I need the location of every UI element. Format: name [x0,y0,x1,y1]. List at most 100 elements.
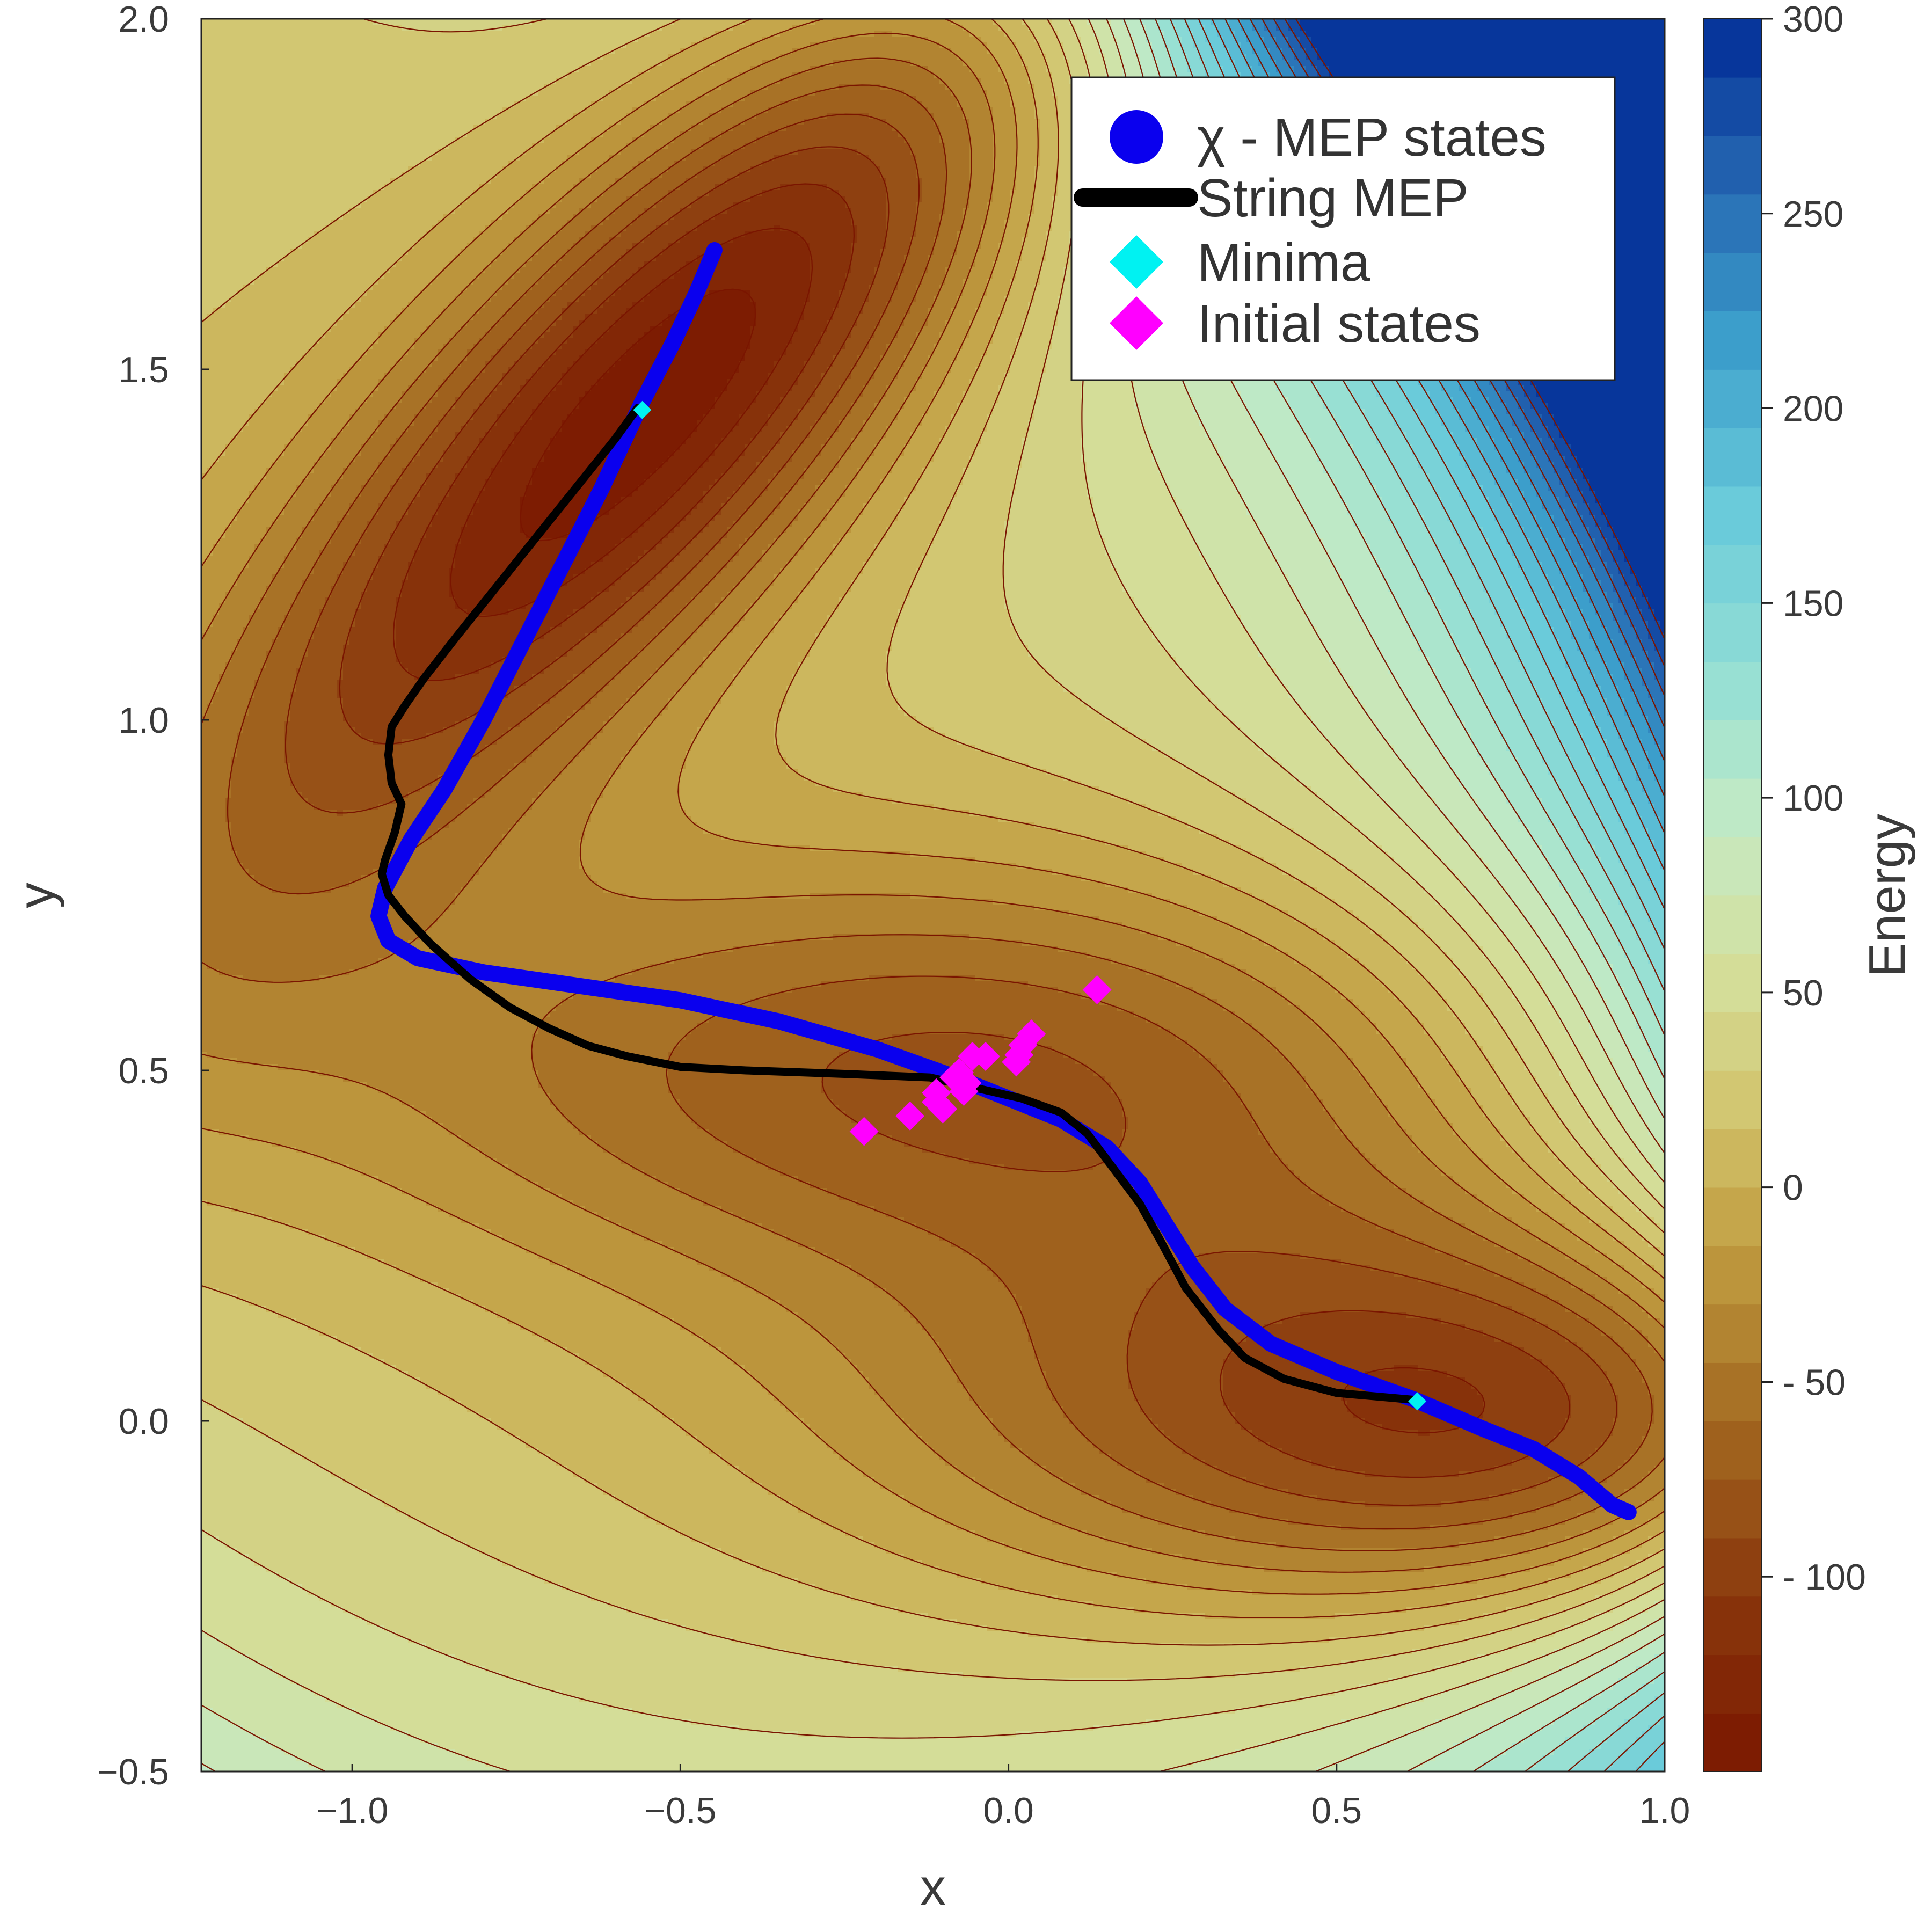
contour-cell [497,845,580,852]
contour-cell [975,314,999,320]
contour-cell [308,420,349,427]
contour-cell [969,66,999,72]
contour-cell [1412,403,1436,409]
contour-cell [886,178,922,185]
contour-cell [721,597,757,604]
contour-cell [750,296,810,303]
contour-cell [1217,60,1235,67]
contour-cell [432,225,485,232]
contour-cell [916,479,964,486]
contour-cell [532,184,574,191]
contour-cell [1193,533,1265,539]
contour-cell [1453,869,1489,876]
contour-cell [378,338,414,344]
contour-cell [987,426,1029,433]
contour-cell [1636,851,1660,858]
contour-cell [556,125,609,132]
contour-cell [479,403,509,409]
contour-cell [969,456,1023,462]
contour-cell [1211,875,1294,881]
contour-cell [1365,834,1418,840]
contour-cell [1500,786,1530,793]
contour-cell [1040,155,1058,161]
contour-cell [827,184,887,191]
contour-cell [998,314,1029,320]
contour-cell [207,710,249,716]
contour-cell [367,438,397,444]
contour-cell [1335,899,1389,905]
contour-cell [1554,462,1566,468]
contour-cell [945,379,969,385]
contour-cell [1406,869,1454,876]
contour-cell [1341,905,1395,911]
contour-cell [886,196,922,202]
contour-cell [290,775,438,781]
contour-cell [644,615,674,622]
contour-cell [874,273,899,279]
contour-cell [231,781,290,787]
contour-cell [1424,468,1448,474]
contour-cell [349,503,379,509]
contour-cell [1016,468,1088,474]
contour-cell [1335,414,1365,421]
contour-cell [1347,438,1377,444]
contour-cell [585,828,704,834]
contour-cell [1465,928,1501,935]
contour-cell [1477,379,1489,385]
contour-cell [951,19,993,25]
contour-cell [1394,527,1430,533]
contour-cell [739,172,881,179]
contour-cell [632,220,668,226]
contour-cell [721,473,751,480]
contour-cell [880,438,910,444]
contour-cell [804,657,887,663]
contour-cell [680,485,710,492]
contour-cell [987,290,1011,297]
contour-cell [491,662,550,669]
contour-cell [821,521,851,527]
contour-cell [945,202,969,208]
contour-cell [408,302,450,309]
contour-cell [550,237,580,244]
contour-cell [1046,255,1070,261]
contour-cell [249,704,290,710]
contour-cell [1477,899,1513,905]
contour-cell [1465,840,1507,846]
contour-cell [1412,556,1442,563]
contour-cell [1294,72,1306,78]
contour-cell [308,798,397,805]
contour-cell [656,96,698,102]
contour-cell [1430,397,1454,403]
contour-cell [1081,379,1135,385]
contour-cell [1122,586,1223,592]
contour-cell [508,769,562,775]
contour-cell [626,698,668,704]
contour-cell [833,361,857,368]
contour-cell [1270,444,1312,450]
contour-cell [455,432,485,439]
contour-cell [201,810,225,816]
contour-cell [1317,54,1665,61]
contour-cell [491,426,521,433]
contour-cell [1164,37,1182,43]
contour-cell [786,462,810,468]
contour-cell [703,166,751,173]
contour-cell [225,533,267,539]
contour-cell [532,639,580,645]
contour-cell [349,509,379,515]
contour-cell [1229,48,1241,55]
contour-cell [1477,804,1513,811]
contour-cell [1589,751,1607,757]
contour-cell [703,586,733,592]
contour-cell [556,166,597,173]
contour-cell [804,468,834,474]
contour-cell [1559,686,1578,692]
contour-cell [219,456,279,462]
contour-cell [963,279,987,285]
contour-cell [1654,922,1665,929]
contour-cell [1613,580,1625,586]
contour-cell [201,119,485,126]
contour-cell [1477,444,1495,450]
contour-cell [1246,627,1318,633]
contour-cell [502,373,533,380]
